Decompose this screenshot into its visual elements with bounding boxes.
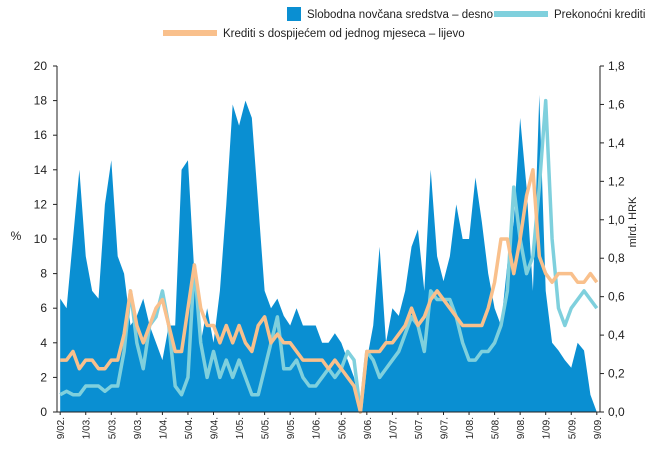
y2-tick-label: 1,0 <box>608 213 625 227</box>
legend-label: Prekonoćni krediti – lijevo <box>554 9 646 21</box>
line <box>60 168 599 414</box>
y-tick-label: 2 <box>40 370 47 384</box>
y2-tick-label: 0,2 <box>608 367 625 381</box>
legend-label: Slobodna novčana sredstva – desno <box>307 9 493 21</box>
y-axis-label: % <box>11 229 22 243</box>
y-tick-label: 0 <box>40 405 47 419</box>
x-tick-label: 9/03. <box>133 417 144 439</box>
x-tick-label: 9/04. <box>210 417 221 439</box>
x-tick-label: 5/07. <box>414 417 425 439</box>
y-tick-label: 18 <box>34 94 48 108</box>
x-tick-label: 5/05. <box>261 417 272 439</box>
x-tick-label: 9/05. <box>286 417 297 439</box>
legend-swatch <box>163 30 217 36</box>
y2-tick-label: 1,8 <box>608 59 625 73</box>
y-tick-label: 10 <box>34 232 48 246</box>
y2-tick-label: 0,6 <box>608 290 625 304</box>
x-tick-label: 9/08. <box>516 417 527 439</box>
y-tick-label: 6 <box>40 301 47 315</box>
y-tick-label: 8 <box>40 267 47 281</box>
x-tick-label: 1/05. <box>235 417 246 439</box>
x-tick-label: 1/06. <box>312 417 323 439</box>
x-tick-label: 1/04. <box>158 417 169 439</box>
x-tick-label: 5/08. <box>491 417 502 439</box>
y-tick-label: 14 <box>34 163 48 177</box>
y-tick-label: 16 <box>34 128 48 142</box>
y2-tick-label: 0,8 <box>608 251 625 265</box>
area <box>60 94 597 412</box>
y2-tick-label: 1,6 <box>608 97 625 111</box>
x-tick-label: 1/03. <box>82 417 93 439</box>
legend-swatch <box>494 11 548 17</box>
legend-label: Krediti s dospijećem od jednog mjeseca –… <box>223 28 465 40</box>
y2-tick-label: 0,0 <box>608 405 625 419</box>
x-tick-label: 5/09. <box>567 417 578 439</box>
x-tick-label: 9/02. <box>56 417 67 439</box>
legend-swatch <box>287 7 301 21</box>
x-tick-label: 5/04. <box>184 417 195 439</box>
x-tick-label: 5/03. <box>107 417 118 439</box>
y2-tick-label: 1,2 <box>608 174 625 188</box>
x-tick-label: 1/07. <box>388 417 399 439</box>
y-tick-label: 4 <box>40 336 47 350</box>
x-tick-label: 9/07. <box>439 417 450 439</box>
y-tick-label: 12 <box>34 197 48 211</box>
x-tick-label: 5/06. <box>337 417 348 439</box>
y2-tick-label: 0,4 <box>608 328 625 342</box>
y2-tick-label: 1,4 <box>608 136 625 150</box>
x-tick-label: 9/06. <box>363 417 374 439</box>
x-tick-label: 1/09. <box>542 417 553 439</box>
y-tick-label: 20 <box>34 59 48 73</box>
x-tick-label: 1/08. <box>465 417 476 439</box>
y2-axis-label: mlrd. HRK <box>627 196 639 247</box>
x-tick-label: 9/09. <box>593 417 604 439</box>
